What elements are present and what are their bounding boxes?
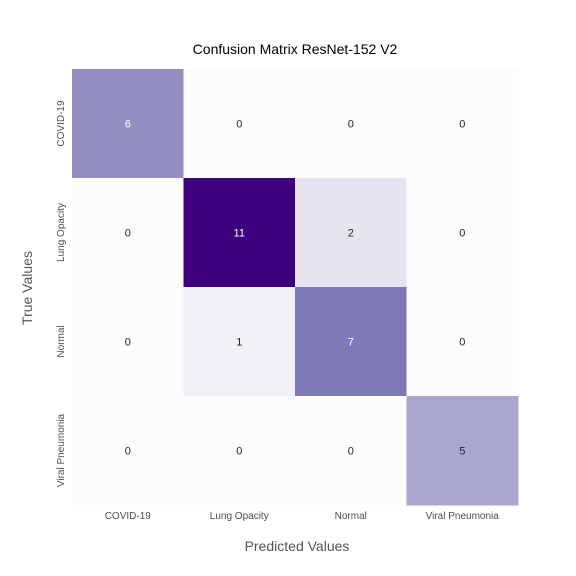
- cell-value-label: 0: [125, 337, 131, 349]
- chart-title: Confusion Matrix ResNet-152 V2: [193, 41, 398, 57]
- cell-value-label: 0: [459, 228, 465, 240]
- heatmap-cell: [295, 287, 407, 397]
- cell-value-label: 6: [125, 119, 131, 131]
- cell-value-label: 2: [348, 228, 354, 240]
- heatmap-cell: [183, 396, 296, 506]
- heatmap-cell: [406, 287, 519, 397]
- y-axis-label: True Values: [19, 251, 35, 325]
- cell-value-label: 0: [125, 446, 131, 458]
- heatmap-cells: 6 0 0 0 0 11 2 0 0 1 7 0 0 0 0 5: [72, 69, 519, 506]
- heatmap-cell: [295, 69, 407, 179]
- x-axis-label: Predicted Values: [245, 538, 350, 554]
- heatmap-cell: [295, 396, 407, 506]
- heatmap-cell: [72, 287, 184, 397]
- cell-value-label: 5: [459, 446, 465, 458]
- cell-value-label: 7: [348, 337, 354, 349]
- y-tick-labels: COVID-19 Lung Opacity Normal Viral Pneumoni…: [56, 100, 67, 487]
- heatmap-cell: [183, 69, 296, 179]
- cell-value-label: 11: [234, 228, 245, 240]
- x-tick-label: COVID-19: [105, 511, 152, 522]
- x-tick-label: Viral Pneumonia: [426, 511, 500, 522]
- cell-value-label: 0: [348, 119, 354, 131]
- cell-value-label: 0: [348, 446, 354, 458]
- heatmap-cell: [72, 396, 184, 506]
- heatmap-cell: [72, 69, 184, 179]
- cell-value-label: 1: [236, 337, 242, 349]
- heatmap-cell: [183, 178, 296, 288]
- y-tick-label: Lung Opacity: [56, 203, 67, 262]
- cell-value-label: 0: [459, 337, 465, 349]
- cell-value-label: 0: [236, 446, 242, 458]
- heatmap-cell: [406, 178, 519, 288]
- x-tick-label: Lung Opacity: [210, 511, 269, 522]
- cell-value-label: 0: [236, 119, 242, 131]
- cell-value-label: 0: [459, 119, 465, 131]
- cell-value-label: 0: [125, 228, 131, 240]
- y-tick-label: COVID-19: [56, 100, 67, 147]
- y-tick-label: Viral Pneumonia: [56, 413, 67, 487]
- x-tick-label: Normal: [335, 511, 367, 522]
- heatmap-cell: [183, 287, 296, 397]
- y-tick-label: Normal: [56, 325, 67, 357]
- heatmap-cell: [406, 396, 519, 506]
- heatmap-cell: [72, 178, 184, 288]
- heatmap-cell: [295, 178, 407, 288]
- x-tick-labels: COVID-19 Lung Opacity Normal Viral Pneumoni…: [105, 511, 500, 522]
- heatmap-cell: [406, 69, 519, 179]
